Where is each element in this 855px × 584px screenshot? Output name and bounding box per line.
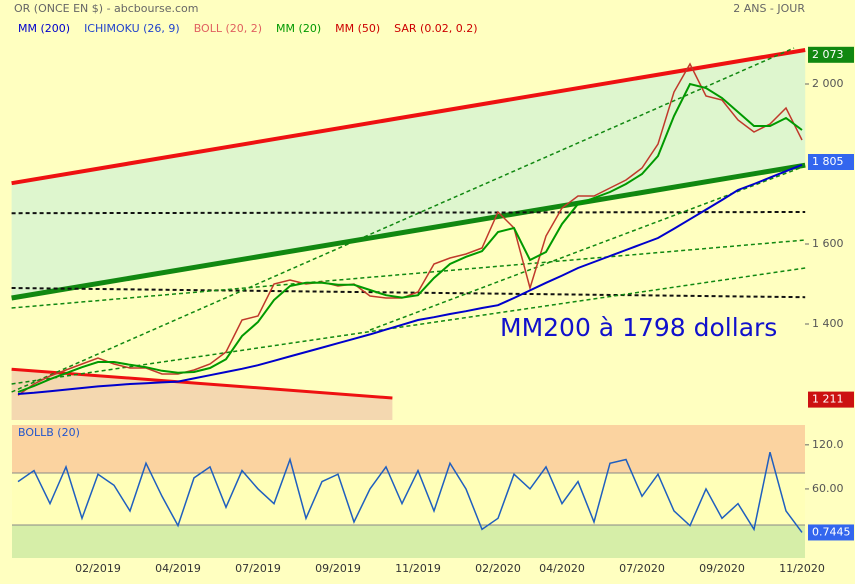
x-tick-label: 07/2020 bbox=[619, 562, 665, 575]
lower-zone-fill bbox=[11, 369, 393, 420]
price-label: 1 211 bbox=[812, 393, 844, 406]
legend-entry: MM (20) bbox=[276, 22, 321, 35]
x-tick-label: 02/2019 bbox=[75, 562, 121, 575]
y-tick-label: 60.00 bbox=[812, 482, 844, 495]
overbought-band bbox=[12, 425, 805, 473]
y-tick-label: 2 000 bbox=[812, 77, 844, 90]
oversold-band bbox=[12, 525, 805, 558]
price-label-box bbox=[808, 154, 854, 170]
trend-line bbox=[11, 47, 795, 393]
legend-entry: MM (50) bbox=[335, 22, 380, 35]
x-tick-label: 04/2019 bbox=[155, 562, 201, 575]
trend-line bbox=[11, 211, 806, 215]
trend-line bbox=[11, 48, 806, 186]
x-tick-label: 11/2019 bbox=[395, 562, 441, 575]
legend-entry: SAR (0.02, 0.2) bbox=[394, 22, 477, 35]
annotation: MM200 à 1798 dollars bbox=[500, 313, 777, 342]
trend-line bbox=[11, 162, 806, 301]
last-value-label: 0.7445 bbox=[812, 525, 851, 538]
series-line bbox=[17, 62, 803, 396]
trend-line bbox=[11, 287, 806, 299]
legend-entry: ICHIMOKU (26, 9) bbox=[84, 22, 180, 35]
series-line bbox=[17, 82, 803, 393]
legend-entry: MM (200) bbox=[18, 22, 70, 35]
price-label: 2 073 bbox=[812, 48, 844, 61]
price-label: 1 805 bbox=[812, 155, 844, 168]
y-tick-label: 120.0 bbox=[812, 438, 844, 451]
y-tick-label: 1 600 bbox=[812, 237, 844, 250]
x-tick-label: 11/2020 bbox=[779, 562, 825, 575]
price-label-box bbox=[808, 46, 854, 63]
channel-fill bbox=[11, 50, 806, 298]
neutral-band bbox=[12, 473, 805, 525]
panel-title: BOLLB (20) bbox=[18, 426, 80, 439]
x-tick-label: 09/2019 bbox=[315, 562, 361, 575]
trend-line bbox=[11, 267, 806, 385]
x-tick-label: 07/2019 bbox=[235, 562, 281, 575]
chart-subtitle: 2 ANS - JOUR bbox=[733, 2, 805, 15]
last-value-box bbox=[808, 524, 854, 541]
price-label-box bbox=[808, 391, 854, 408]
series-line bbox=[17, 451, 803, 533]
x-tick-label: 04/2020 bbox=[539, 562, 585, 575]
legend-entry: BOLL (20, 2) bbox=[194, 22, 262, 35]
x-tick-label: 02/2020 bbox=[475, 562, 521, 575]
series-line bbox=[17, 163, 803, 395]
x-tick-label: 09/2020 bbox=[699, 562, 745, 575]
y-tick-label: 1 400 bbox=[812, 317, 844, 330]
chart-title: OR (ONCE EN $) - abcbourse.com bbox=[14, 2, 199, 15]
